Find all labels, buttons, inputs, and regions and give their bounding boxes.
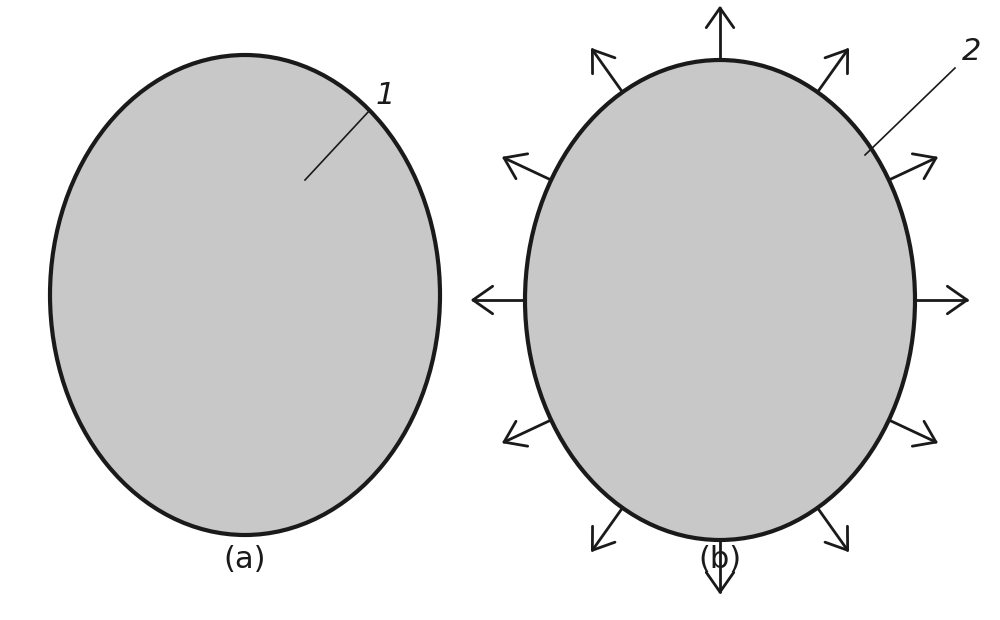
Ellipse shape	[50, 55, 440, 535]
Text: (a): (a)	[224, 546, 266, 575]
Text: 1: 1	[375, 81, 395, 110]
Text: (b): (b)	[698, 546, 742, 575]
Ellipse shape	[525, 60, 915, 540]
Text: 2: 2	[962, 37, 982, 66]
